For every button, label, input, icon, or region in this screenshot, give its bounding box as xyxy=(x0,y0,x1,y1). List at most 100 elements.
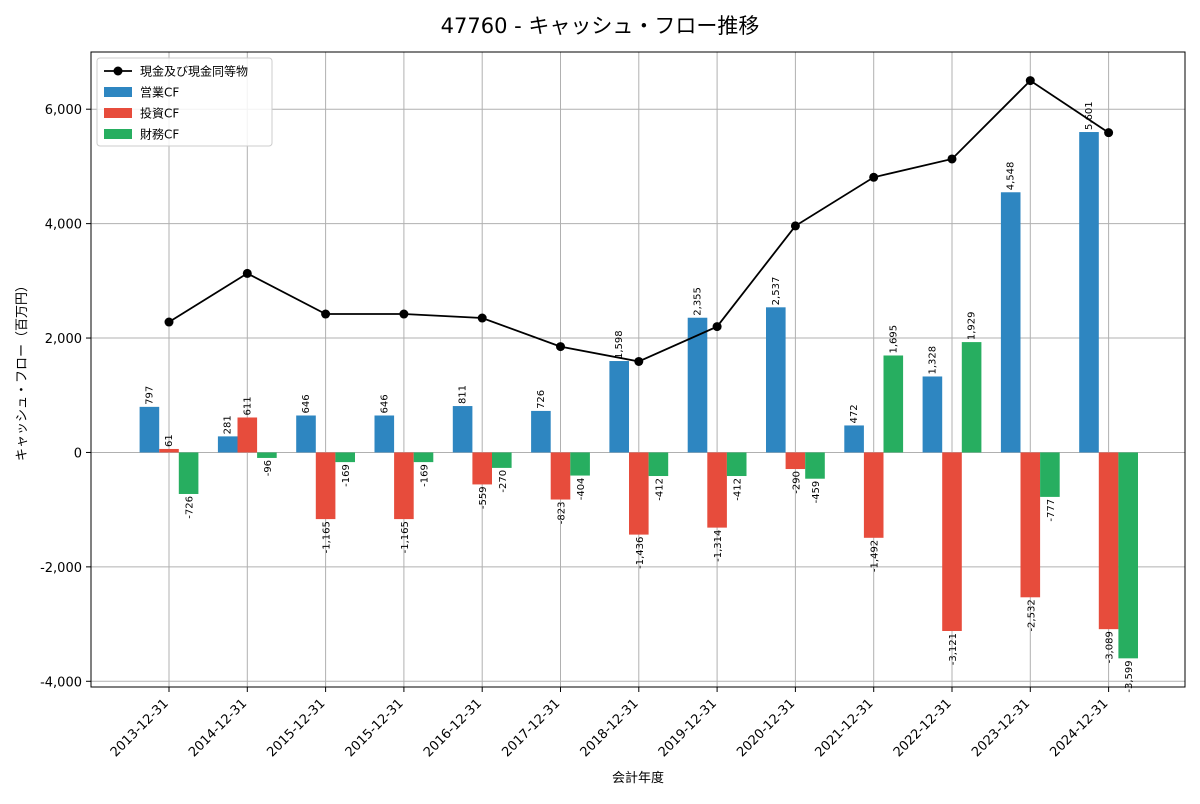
bar-layer xyxy=(139,132,1138,659)
bar-1-6 xyxy=(629,452,649,535)
bar-0-2 xyxy=(296,415,316,453)
y-tick-label: 6,000 xyxy=(45,103,82,118)
bar-0-1 xyxy=(217,436,238,453)
bar-value-label: -2,532 xyxy=(1026,599,1037,631)
bar-value-label: 726 xyxy=(536,390,547,409)
legend-swatch xyxy=(104,87,132,97)
legend-label: 営業CF xyxy=(140,86,179,100)
cash-point-7 xyxy=(712,322,722,332)
bar-value-label: -169 xyxy=(420,464,431,487)
bar-value-label: 1,598 xyxy=(614,330,625,359)
bar-value-label: 1,929 xyxy=(967,311,978,340)
x-tick-label: 2019-12-31 xyxy=(656,696,720,760)
cash-point-1 xyxy=(242,268,252,278)
cash-point-10 xyxy=(947,154,957,164)
bar-1-2 xyxy=(315,452,336,520)
plot-frame xyxy=(90,51,1186,688)
bar-1-8 xyxy=(785,452,806,470)
cash-point-0 xyxy=(164,317,174,327)
bar-2-0 xyxy=(178,452,199,494)
bar-1-4 xyxy=(472,452,492,485)
bar-0-0 xyxy=(139,406,160,453)
legend-marker-swatch xyxy=(113,66,123,76)
x-tick-label: 2020-12-31 xyxy=(734,696,798,760)
bar-2-4 xyxy=(492,452,512,468)
bar-1-10 xyxy=(942,452,962,631)
bar-0-6 xyxy=(609,361,629,453)
bar-2-3 xyxy=(413,452,434,463)
bar-value-label: -3,599 xyxy=(1124,660,1135,692)
bar-1-9 xyxy=(863,452,884,538)
bar-value-label: 2,537 xyxy=(771,277,782,306)
cash-point-12 xyxy=(1104,128,1114,138)
bar-0-10 xyxy=(922,376,943,453)
bar-0-3 xyxy=(374,415,395,453)
label-layer: 797 281 646 646 811 726 1,598 2,355 2,537 472 1,32… xyxy=(144,101,1135,692)
bar-0-5 xyxy=(531,410,551,453)
x-tick-label: 2013-12-31 xyxy=(108,696,172,760)
bar-0-7 xyxy=(687,317,708,453)
bar-value-label: -290 xyxy=(791,471,802,494)
bar-1-12 xyxy=(1098,452,1119,630)
bar-1-1 xyxy=(237,417,258,453)
cash-point-2 xyxy=(321,309,331,319)
bar-2-11 xyxy=(1040,452,1060,497)
bar-value-label: -1,165 xyxy=(322,521,333,553)
line-layer xyxy=(164,76,1114,366)
bar-2-2 xyxy=(335,452,355,463)
bar-value-label: -823 xyxy=(557,502,568,525)
y-axis-title: キャッシュ・フロー（百万円） xyxy=(15,279,30,461)
bar-value-label: -1,165 xyxy=(400,521,411,553)
bar-2-6 xyxy=(648,452,669,477)
y-tick-label: 4,000 xyxy=(45,218,82,233)
bar-2-9 xyxy=(883,355,904,453)
bar-value-label: -559 xyxy=(478,486,489,509)
legend-label: 現金及び現金同等物 xyxy=(140,64,248,79)
bar-value-label: 646 xyxy=(301,394,312,413)
bar-2-5 xyxy=(570,452,590,476)
bar-value-label: -1,436 xyxy=(635,537,646,569)
legend-box xyxy=(96,57,273,147)
cash-point-6 xyxy=(634,356,644,366)
bar-0-8 xyxy=(766,307,786,453)
bar-value-label: 281 xyxy=(223,415,234,434)
bar-1-5 xyxy=(550,452,571,500)
bar-value-label: -777 xyxy=(1046,499,1057,522)
y-tick-label: -4,000 xyxy=(40,675,82,690)
y-tick-label: -2,000 xyxy=(40,561,82,576)
x-tick-label: 2017-12-31 xyxy=(499,696,563,760)
bar-value-label: -412 xyxy=(733,478,744,501)
chart-title: 47760 - キャッシュ・フロー推移 xyxy=(441,14,760,38)
bar-0-11 xyxy=(1000,192,1021,453)
bar-value-label: -1,492 xyxy=(870,540,881,572)
bar-value-label: -270 xyxy=(498,470,509,493)
bar-value-label: 1,695 xyxy=(888,325,899,354)
bar-value-label: -459 xyxy=(811,481,822,504)
cash-point-5 xyxy=(556,342,565,352)
bar-value-label: -96 xyxy=(263,460,274,476)
bar-value-label: -3,089 xyxy=(1105,631,1116,663)
x-tick-label: 2021-12-31 xyxy=(812,696,876,760)
bar-2-12 xyxy=(1118,452,1138,659)
x-tick-label: 2018-12-31 xyxy=(578,696,642,760)
bar-value-label: 5,601 xyxy=(1084,101,1095,130)
y-tick-label: 0 xyxy=(74,446,82,461)
bar-1-11 xyxy=(1020,452,1041,598)
x-tick-label: 2024-12-31 xyxy=(1047,696,1111,760)
bar-2-10 xyxy=(961,342,982,453)
bar-value-label: 611 xyxy=(242,396,253,415)
x-tick-label: 2022-12-31 xyxy=(891,696,955,760)
bar-1-3 xyxy=(394,452,414,520)
bar-value-label: 646 xyxy=(379,394,390,413)
cash-point-9 xyxy=(869,172,879,182)
legend-label: 投資CF xyxy=(140,106,179,121)
bar-0-4 xyxy=(452,406,473,453)
bar-value-label: 811 xyxy=(458,385,469,404)
bar-value-label: -404 xyxy=(576,478,587,501)
x-tick-label: 2016-12-31 xyxy=(421,696,485,760)
bar-value-label: 472 xyxy=(849,404,860,423)
x-axis-title: 会計年度 xyxy=(612,770,664,786)
